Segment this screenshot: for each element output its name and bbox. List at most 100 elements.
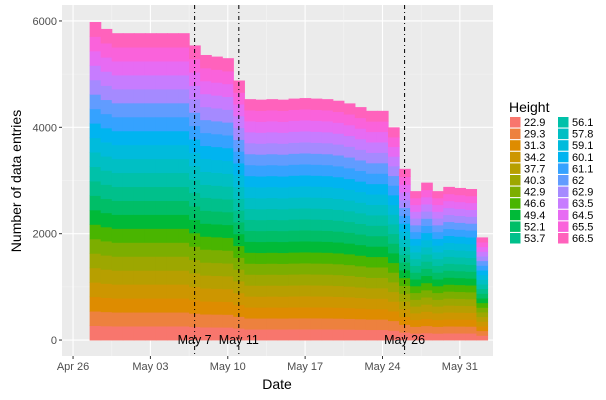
bar-segment xyxy=(244,318,256,330)
legend-label: 37.7 xyxy=(524,163,545,175)
bar-segment xyxy=(222,224,234,238)
bar-segment xyxy=(376,121,389,133)
bar-segment xyxy=(476,251,489,257)
bar-segment xyxy=(144,214,157,229)
bar-segment xyxy=(365,194,378,205)
bar-segment xyxy=(277,198,290,210)
bar-segment xyxy=(476,298,489,304)
bar-segment xyxy=(111,270,124,285)
bar-segment xyxy=(454,333,466,341)
bar-segment xyxy=(376,235,389,247)
bar-segment xyxy=(133,47,146,62)
bar-segment xyxy=(111,102,124,118)
legend-swatch xyxy=(510,163,521,174)
bar-segment xyxy=(410,326,422,334)
bar-segment xyxy=(388,291,400,302)
bar-segment xyxy=(399,231,411,240)
legend-label: 31.3 xyxy=(524,140,545,152)
bar-segment xyxy=(266,263,279,275)
y-tick-label: 6000 xyxy=(33,16,57,28)
bar-segment xyxy=(111,242,124,257)
bar-segment xyxy=(399,176,411,185)
legend-swatch xyxy=(558,209,569,221)
bar-segment xyxy=(432,333,444,341)
bar-segment xyxy=(233,139,245,152)
bar-segment xyxy=(122,116,135,132)
bar-segment xyxy=(100,156,113,171)
bar-segment xyxy=(443,242,455,250)
bar-segment xyxy=(255,121,268,133)
bar-segment xyxy=(122,326,135,341)
bar-segment xyxy=(410,238,422,246)
x-tick-label: Apr 26 xyxy=(57,361,89,373)
bar-segment xyxy=(200,93,212,108)
bar-segment xyxy=(310,120,323,132)
bar-segment xyxy=(277,263,290,275)
bar-segment xyxy=(144,75,157,90)
bar-segment xyxy=(222,301,234,315)
bar-segment xyxy=(299,186,312,198)
bar-segment xyxy=(211,108,223,122)
bar-segment xyxy=(299,263,312,275)
bar-segment xyxy=(277,329,290,341)
bar-segment xyxy=(421,282,433,291)
bar-segment xyxy=(155,298,168,313)
bar-segment xyxy=(122,228,135,243)
bar-segment xyxy=(376,308,389,320)
bar-segment xyxy=(310,197,323,209)
bar-segment xyxy=(266,230,279,242)
bar-segment xyxy=(100,198,113,214)
bar-segment xyxy=(388,156,400,167)
bar-segment xyxy=(244,131,256,144)
bar-segment xyxy=(376,194,389,205)
bar-segment xyxy=(332,155,345,167)
bar-segment xyxy=(454,187,466,196)
bar-segment xyxy=(454,291,466,299)
bar-segment xyxy=(354,244,367,256)
bar-segment xyxy=(432,285,444,294)
bar-segment xyxy=(133,102,146,118)
bar-segment xyxy=(166,242,179,257)
bar-segment xyxy=(421,268,433,277)
bar-segment xyxy=(354,234,367,246)
bar-segment xyxy=(200,54,212,69)
bar-segment xyxy=(465,278,478,286)
bar-segment xyxy=(122,88,135,104)
bar-segment xyxy=(200,275,212,289)
bar-segment xyxy=(454,194,466,203)
bar-segment xyxy=(155,47,168,62)
bar-segment xyxy=(255,176,268,188)
bar-segment xyxy=(266,329,279,341)
bar-segment xyxy=(277,121,290,133)
bar-segment xyxy=(443,298,455,306)
bar-segment xyxy=(443,207,455,216)
bar-segment xyxy=(421,261,433,269)
annotation-label: May 11 xyxy=(219,333,259,347)
bar-segment xyxy=(321,263,334,275)
bar-segment xyxy=(421,196,433,205)
bar-segment xyxy=(211,146,223,161)
bar-segment xyxy=(376,287,389,299)
bar-segment xyxy=(200,314,212,328)
bar-segment xyxy=(266,164,279,177)
bar-segment xyxy=(211,327,223,341)
bar-segment xyxy=(211,133,223,148)
bar-segment xyxy=(465,237,478,245)
bar-segment xyxy=(266,197,279,210)
bar-segment xyxy=(399,215,411,224)
bar-segment xyxy=(255,110,268,122)
bar-segment xyxy=(255,132,268,144)
bar-segment xyxy=(299,131,312,143)
bar-segment xyxy=(200,197,212,211)
bar-segment xyxy=(189,326,201,341)
bar-segment xyxy=(189,259,201,274)
bar-segment xyxy=(211,288,223,302)
bar-segment xyxy=(189,112,201,127)
bar-segment xyxy=(410,245,422,253)
bar-segment xyxy=(354,191,367,203)
bar-segment xyxy=(200,249,212,263)
bar-segment xyxy=(144,298,157,313)
bar-segment xyxy=(321,175,334,188)
y-axis-title: Number of data entries xyxy=(8,110,24,252)
bar-segment xyxy=(388,185,400,196)
